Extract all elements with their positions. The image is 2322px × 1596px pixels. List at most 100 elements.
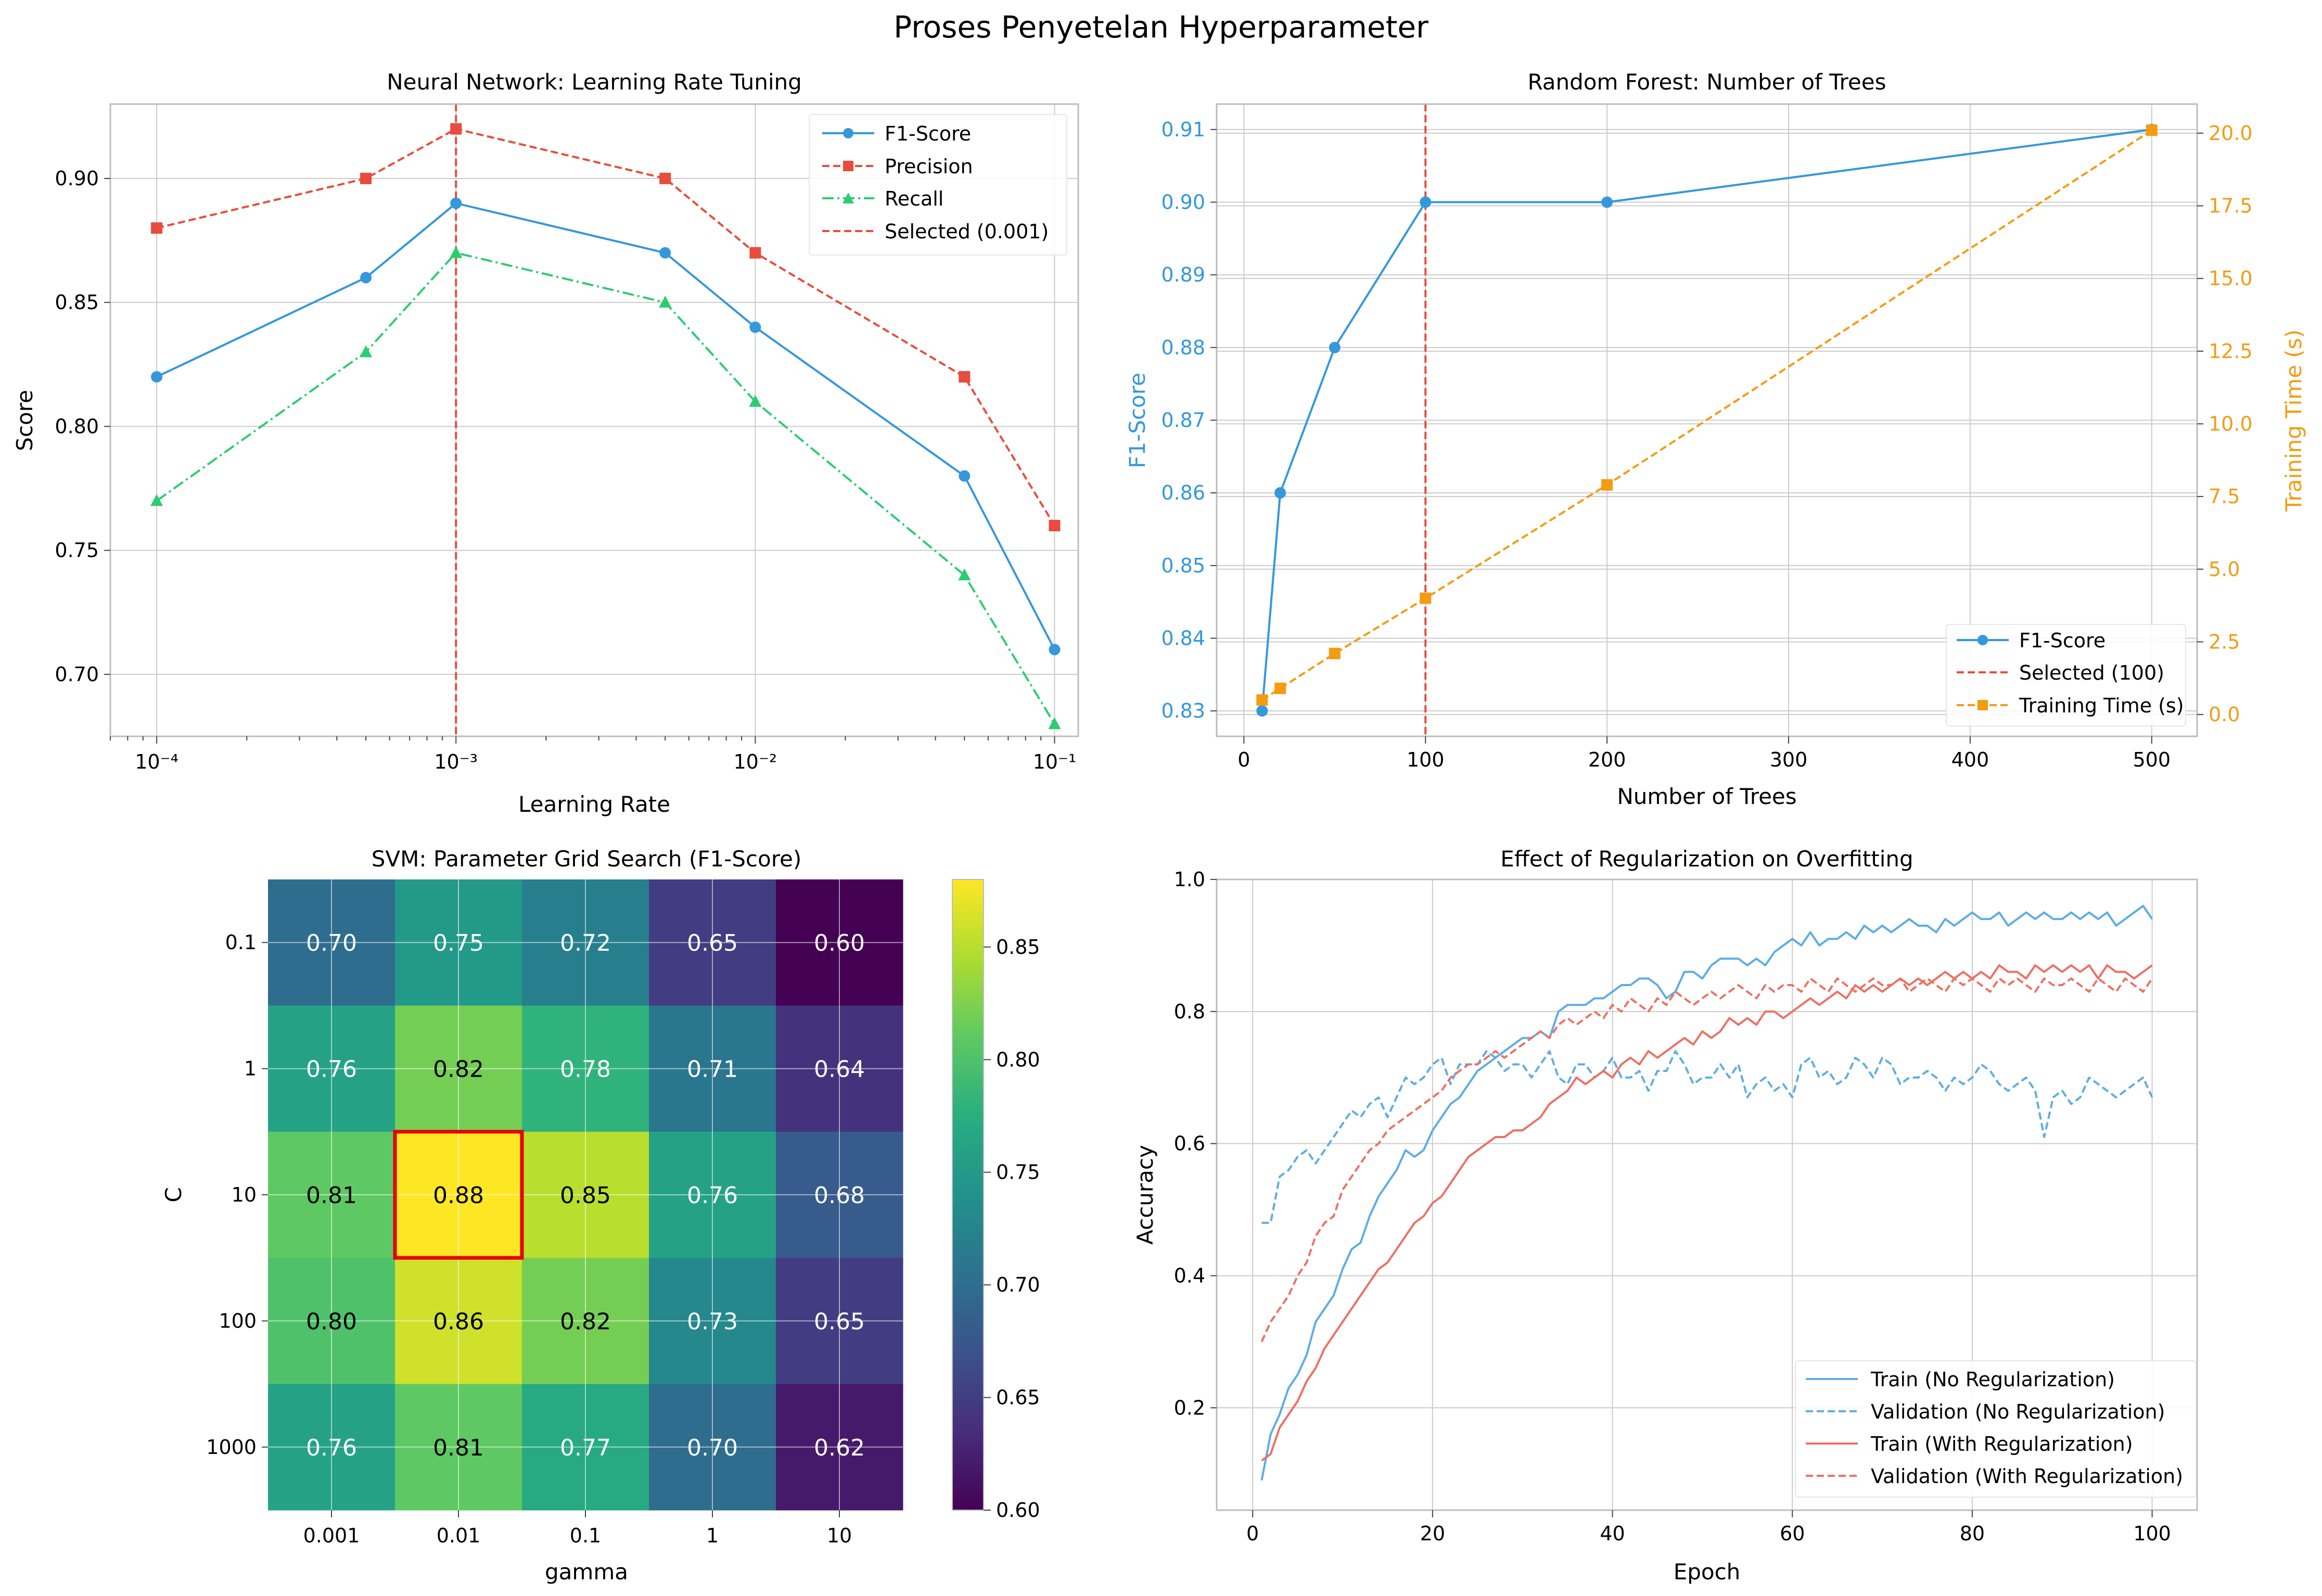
legend-box bbox=[1795, 1360, 2197, 1498]
cell-value-label: 0.70 bbox=[687, 1435, 738, 1461]
panel-svm-heatmap: 0.70 0.75 0.72 0.65 0.60 0.76 0.82 0.78 0.71 0.64… bbox=[161, 846, 1040, 1585]
data-point bbox=[1048, 717, 1061, 730]
legend-box bbox=[809, 114, 1067, 256]
y-right-tick-label: 12.5 bbox=[2209, 340, 2253, 363]
series-line bbox=[1260, 904, 2153, 1481]
y-right-tick-label: 5.0 bbox=[2209, 558, 2240, 581]
cell-value-label: 0.88 bbox=[433, 1182, 484, 1209]
cell-value-label: 0.76 bbox=[306, 1435, 357, 1461]
x-tick-label: 400 bbox=[1951, 748, 1989, 771]
x-tick-label: 100 bbox=[1407, 748, 1445, 771]
cell-value-label: 0.81 bbox=[306, 1182, 357, 1209]
data-point bbox=[450, 123, 462, 135]
data-point bbox=[1420, 196, 1432, 208]
x-tick-label: 300 bbox=[1770, 748, 1808, 771]
y-right-tick-label: 17.5 bbox=[2209, 195, 2253, 218]
y-tick-label: 100 bbox=[219, 1309, 257, 1332]
y-tick-label: 0.70 bbox=[55, 663, 99, 686]
colorbar-tick-label: 0.70 bbox=[996, 1273, 1040, 1296]
legend-entry-train-no-reg: Train (No Regularization) bbox=[1806, 1368, 2115, 1391]
cell-value-label: 0.82 bbox=[560, 1308, 611, 1335]
y-tick-label: 0.88 bbox=[1161, 336, 1205, 359]
x-tick-label: 10⁻³ bbox=[434, 750, 478, 773]
data-point bbox=[749, 394, 762, 407]
y-tick-label: 0.84 bbox=[1161, 627, 1205, 649]
cell-value-label: 0.70 bbox=[306, 930, 357, 956]
y-right-tick-label: 20.0 bbox=[2209, 122, 2253, 145]
y-tick-label: 0.6 bbox=[1174, 1132, 1205, 1155]
x-tick-label: 10⁻⁴ bbox=[135, 750, 178, 773]
legend-entry-recall: Recall bbox=[822, 187, 943, 210]
data-point bbox=[151, 371, 163, 383]
data-point bbox=[1256, 694, 1268, 706]
y-right-tick-label: 0.0 bbox=[2209, 703, 2240, 726]
cell-value-label: 0.68 bbox=[814, 1182, 865, 1209]
y-tick-label: 1000 bbox=[206, 1436, 257, 1459]
data-point bbox=[1274, 682, 1286, 694]
data-point bbox=[1601, 196, 1613, 208]
data-point bbox=[2146, 124, 2158, 136]
x-tick-label: 0.1 bbox=[570, 1524, 601, 1547]
legend: F1-Score Selected (100) Training Time (s… bbox=[1946, 624, 2186, 726]
panel-title: SVM: Parameter Grid Search (F1-Score) bbox=[372, 846, 802, 872]
series-line bbox=[1260, 977, 2153, 1343]
data-point bbox=[360, 172, 372, 184]
y-tick-label: 0.80 bbox=[55, 415, 99, 438]
x-tick-label: 0 bbox=[1246, 1522, 1259, 1545]
legend-entry-f1: F1-Score bbox=[822, 122, 971, 145]
x-tick-label: 20 bbox=[1420, 1522, 1445, 1545]
data-point bbox=[151, 222, 163, 234]
legend-entry-precision: Precision bbox=[822, 155, 973, 178]
colorbar bbox=[952, 879, 984, 1511]
data-point bbox=[1274, 487, 1286, 499]
data-point bbox=[450, 197, 462, 209]
colorbar-tick-label: 0.80 bbox=[996, 1048, 1040, 1071]
cell-value-label: 0.71 bbox=[687, 1056, 738, 1083]
legend-marker bbox=[1977, 635, 1988, 645]
y-tick-label: 0.87 bbox=[1161, 409, 1205, 432]
cell-value-label: 0.85 bbox=[560, 1182, 611, 1209]
y-tick-label: 0.91 bbox=[1161, 118, 1205, 141]
x-axis-label: Number of Trees bbox=[1617, 784, 1796, 809]
cell-value-label: 0.86 bbox=[433, 1308, 484, 1335]
data-point bbox=[749, 247, 761, 259]
x-tick-label: 0 bbox=[1237, 748, 1250, 771]
x-tick-label: 1 bbox=[706, 1524, 719, 1547]
data-point bbox=[958, 568, 971, 581]
y-tick-label: 0.90 bbox=[55, 167, 99, 190]
y-tick-label: 0.4 bbox=[1174, 1264, 1205, 1287]
series-line bbox=[1261, 129, 2152, 701]
data-point bbox=[1049, 644, 1061, 656]
legend-box bbox=[1946, 624, 2186, 726]
cell-value-label: 0.60 bbox=[814, 930, 865, 956]
series-line bbox=[156, 251, 1056, 725]
panel-random-forest: 0.83 0.84 0.85 0.86 0.87 0.88 0.89 0.90 0.91 0.0 2… bbox=[1125, 69, 2306, 809]
legend-entry-val-reg: Validation (With Regularization) bbox=[1806, 1465, 2183, 1488]
y-axis-label: C bbox=[161, 1187, 186, 1202]
y-axis-label-right: Training Time (s) bbox=[2281, 329, 2306, 512]
legend-marker bbox=[1977, 700, 1988, 710]
legend: Train (No Regularization) Validation (No… bbox=[1795, 1360, 2197, 1498]
cell-value-label: 0.64 bbox=[814, 1056, 865, 1083]
cell-value-label: 0.65 bbox=[814, 1308, 865, 1335]
plot-frame bbox=[1216, 878, 2198, 1511]
data-point bbox=[1256, 705, 1268, 717]
y-right-tick-label: 2.5 bbox=[2209, 630, 2240, 653]
cell-value-label: 0.73 bbox=[687, 1308, 738, 1335]
legend-label: Validation (With Regularization) bbox=[1871, 1465, 2183, 1488]
data-point bbox=[659, 172, 671, 184]
legend-marker bbox=[843, 193, 854, 203]
legend-entry-train-reg: Train (With Regularization) bbox=[1806, 1433, 2133, 1455]
x-tick-label: 60 bbox=[1780, 1522, 1805, 1545]
legend-entry-val-no-reg: Validation (No Regularization) bbox=[1806, 1400, 2165, 1423]
legend-label: F1-Score bbox=[2019, 629, 2106, 652]
y-axis-label: Score bbox=[12, 390, 37, 451]
cell-value-label: 0.75 bbox=[433, 930, 484, 956]
best-cell-highlight bbox=[393, 1130, 524, 1260]
data-point bbox=[450, 246, 463, 258]
legend-label: F1-Score bbox=[885, 122, 971, 145]
panel-title: Neural Network: Learning Rate Tuning bbox=[387, 69, 802, 95]
data-point bbox=[150, 494, 163, 506]
colorbar-tick-label: 0.85 bbox=[996, 936, 1040, 959]
